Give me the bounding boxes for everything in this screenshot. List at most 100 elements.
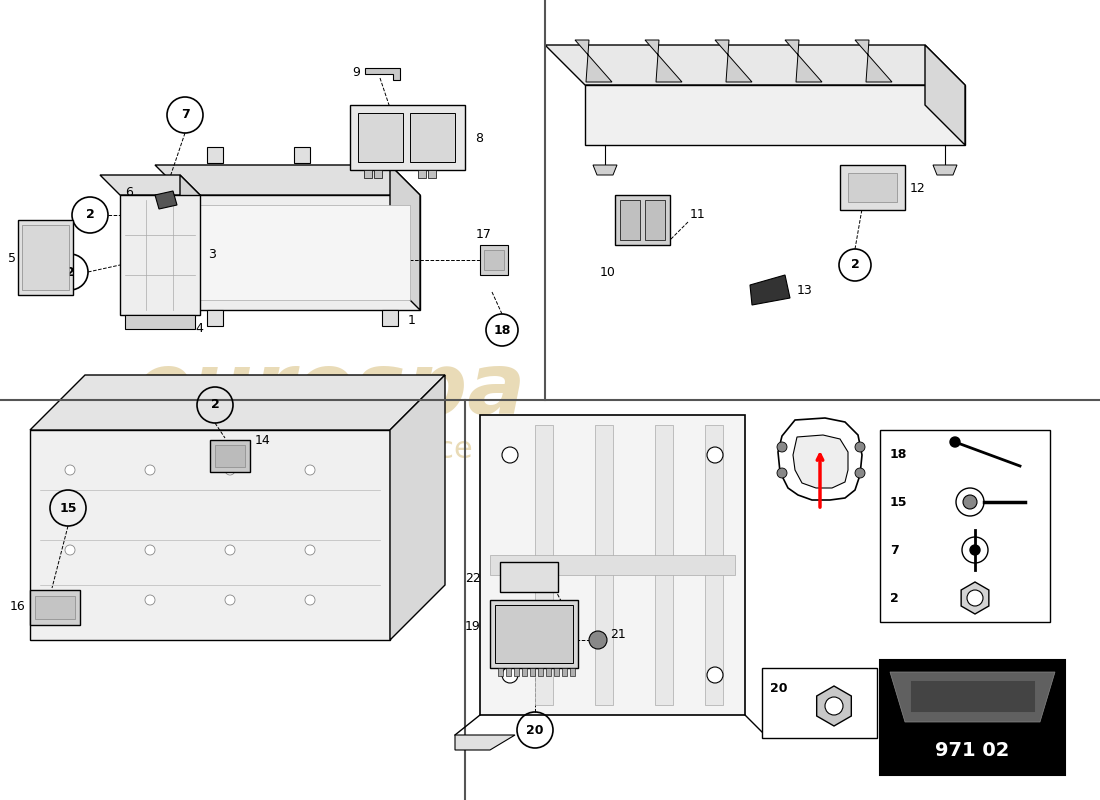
Bar (546, 668, 551, 676)
Text: 1: 1 (408, 314, 416, 326)
Bar (120, 195, 200, 315)
Circle shape (226, 465, 235, 475)
Polygon shape (207, 147, 223, 163)
Bar (500, 562, 558, 592)
Bar (495, 605, 573, 663)
Circle shape (65, 545, 75, 555)
Polygon shape (390, 165, 420, 310)
Circle shape (502, 667, 518, 683)
Polygon shape (185, 195, 420, 310)
Text: 18: 18 (890, 447, 908, 461)
Circle shape (707, 447, 723, 463)
Circle shape (502, 447, 518, 463)
Bar (358, 113, 403, 162)
Polygon shape (645, 40, 682, 82)
Polygon shape (382, 310, 398, 326)
Polygon shape (925, 45, 965, 145)
Text: 971 02: 971 02 (935, 741, 1009, 759)
Bar (374, 170, 382, 178)
Polygon shape (585, 85, 965, 145)
Bar (195, 205, 410, 300)
Text: 17: 17 (476, 229, 492, 242)
Polygon shape (155, 191, 177, 209)
Text: 19: 19 (465, 621, 481, 634)
Polygon shape (382, 147, 398, 163)
Bar (538, 668, 543, 676)
Text: 20: 20 (526, 723, 543, 737)
Circle shape (967, 590, 983, 606)
Polygon shape (207, 310, 223, 326)
Text: 2: 2 (86, 209, 95, 222)
Polygon shape (390, 375, 446, 640)
Circle shape (588, 631, 607, 649)
Polygon shape (593, 165, 617, 175)
Text: 2: 2 (210, 398, 219, 411)
Bar (522, 668, 527, 676)
Polygon shape (750, 275, 790, 305)
Text: 10: 10 (600, 266, 616, 279)
Polygon shape (180, 175, 200, 315)
Bar (554, 668, 559, 676)
Text: 20: 20 (770, 682, 788, 694)
Bar (418, 170, 426, 178)
Text: 12: 12 (910, 182, 926, 194)
Circle shape (145, 545, 155, 555)
Polygon shape (365, 68, 400, 80)
Bar (705, 425, 723, 705)
Text: 16: 16 (10, 601, 25, 614)
Polygon shape (933, 165, 957, 175)
Polygon shape (816, 686, 851, 726)
Text: 2: 2 (66, 266, 75, 278)
Bar (654, 425, 673, 705)
Bar (645, 200, 665, 240)
Circle shape (956, 488, 984, 516)
Bar (530, 668, 535, 676)
Bar (880, 660, 1065, 775)
Bar (848, 173, 896, 202)
Circle shape (950, 437, 960, 447)
Bar (498, 668, 503, 676)
Bar (620, 200, 640, 240)
Bar (364, 170, 372, 178)
Polygon shape (890, 672, 1055, 722)
Text: 15: 15 (890, 495, 908, 509)
Polygon shape (715, 40, 752, 82)
Circle shape (777, 442, 786, 452)
Circle shape (962, 495, 977, 509)
Text: 7: 7 (180, 109, 189, 122)
Circle shape (305, 545, 315, 555)
Polygon shape (100, 175, 200, 195)
Circle shape (855, 442, 865, 452)
Bar (840, 165, 905, 210)
Circle shape (226, 595, 235, 605)
Text: 21: 21 (610, 629, 626, 642)
Circle shape (825, 697, 843, 715)
Bar (562, 668, 566, 676)
Bar (615, 195, 670, 245)
Bar (410, 113, 455, 162)
Text: a passion for parts since 1985: a passion for parts since 1985 (99, 435, 561, 465)
Bar (480, 245, 508, 275)
Bar (570, 668, 575, 676)
Bar (535, 425, 553, 705)
Polygon shape (785, 40, 822, 82)
Circle shape (65, 465, 75, 475)
Bar (484, 250, 504, 270)
Circle shape (305, 595, 315, 605)
Bar (490, 600, 578, 668)
Polygon shape (778, 418, 862, 500)
Bar (762, 668, 877, 738)
Text: 4: 4 (195, 322, 202, 334)
Circle shape (226, 545, 235, 555)
Text: 2: 2 (850, 258, 859, 271)
Text: 8: 8 (475, 131, 483, 145)
Text: 14: 14 (255, 434, 271, 446)
Bar (30, 590, 80, 625)
Circle shape (305, 465, 315, 475)
Polygon shape (961, 582, 989, 614)
Bar (490, 555, 735, 575)
Bar (910, 680, 1035, 712)
Polygon shape (155, 165, 420, 195)
Circle shape (707, 667, 723, 683)
Polygon shape (575, 40, 612, 82)
